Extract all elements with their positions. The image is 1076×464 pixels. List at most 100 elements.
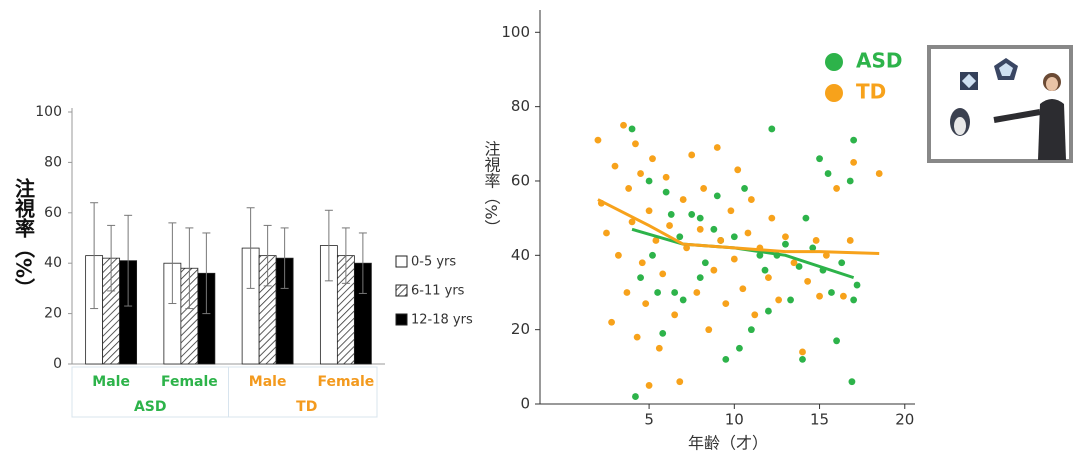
y-tick-label: 40: [511, 246, 530, 264]
point: [876, 170, 883, 177]
point: [854, 282, 861, 289]
legend-swatch: [396, 314, 407, 325]
point: [710, 226, 717, 233]
y-tick-label: 100: [35, 104, 62, 120]
point: [624, 289, 631, 296]
group-label: ASD: [134, 399, 167, 415]
point: [649, 252, 656, 259]
legend-label: 0-5 yrs: [411, 255, 456, 270]
y-tick-label: 40: [44, 255, 62, 271]
point: [782, 233, 789, 240]
point: [668, 211, 675, 218]
point: [850, 297, 857, 304]
legend-label: 6-11 yrs: [411, 284, 465, 299]
y-tick-label: 20: [44, 306, 62, 322]
point: [799, 349, 806, 356]
point: [847, 237, 854, 244]
point: [741, 185, 748, 192]
point: [847, 178, 854, 185]
point: [654, 289, 661, 296]
point: [722, 300, 729, 307]
y-tick-label: 0: [53, 356, 62, 372]
point: [840, 293, 847, 300]
point: [680, 196, 687, 203]
point: [849, 378, 856, 385]
point: [804, 278, 811, 285]
scatter-y-label: 注視率（%）: [482, 140, 501, 235]
point: [697, 215, 704, 222]
point: [803, 215, 810, 222]
point: [688, 211, 695, 218]
point: [714, 192, 721, 199]
point: [656, 345, 663, 352]
point: [765, 308, 772, 315]
legend-label: 12-18 yrs: [411, 313, 473, 328]
point: [816, 155, 823, 162]
legend-marker: [825, 53, 843, 71]
point: [850, 137, 857, 144]
y-tick-label: 100: [501, 23, 530, 41]
point: [748, 326, 755, 333]
point: [765, 274, 772, 281]
point: [775, 297, 782, 304]
point: [646, 207, 653, 214]
legend-label: TD: [856, 80, 886, 104]
point: [639, 259, 646, 266]
point: [629, 126, 636, 133]
scatter-x-label: 年齢（才）: [688, 434, 768, 453]
point: [710, 267, 717, 274]
point: [615, 252, 622, 259]
point: [632, 140, 639, 147]
point: [693, 289, 700, 296]
point: [751, 311, 758, 318]
y-tick-label: 80: [44, 154, 62, 170]
y-tick-label: 20: [511, 320, 530, 338]
point: [714, 144, 721, 151]
point: [671, 311, 678, 318]
point: [782, 241, 789, 248]
point: [663, 174, 670, 181]
x-tick-label: 10: [725, 411, 744, 429]
point: [612, 163, 619, 170]
point: [676, 378, 683, 385]
point: [603, 230, 610, 237]
point: [717, 237, 724, 244]
y-tick-label: 60: [44, 205, 62, 221]
point: [649, 155, 656, 162]
y-tick-label: 60: [511, 171, 530, 189]
point: [828, 289, 835, 296]
video-inset: [929, 47, 1071, 161]
x-tick-label: Male: [92, 374, 130, 390]
point: [833, 185, 840, 192]
point: [642, 300, 649, 307]
figure: 注視率（%） 注視率（%） 年齢（才） 020406080100MaleFema…: [0, 0, 1076, 460]
point: [697, 274, 704, 281]
point: [608, 319, 615, 326]
point: [632, 393, 639, 400]
point: [625, 185, 632, 192]
point: [697, 226, 704, 233]
point: [637, 274, 644, 281]
point: [825, 170, 832, 177]
x-tick-label: 5: [644, 411, 654, 429]
point: [736, 345, 743, 352]
point: [671, 289, 678, 296]
point: [731, 233, 738, 240]
point: [748, 196, 755, 203]
point: [634, 334, 641, 341]
point: [768, 215, 775, 222]
trend-line: [598, 200, 879, 254]
x-tick-label: 15: [810, 411, 829, 429]
x-tick-label: Female: [161, 374, 218, 390]
point: [728, 207, 735, 214]
legend-marker: [825, 84, 843, 102]
point: [787, 297, 794, 304]
point: [799, 356, 806, 363]
point: [813, 237, 820, 244]
x-tick-label: Female: [317, 374, 374, 390]
point: [816, 293, 823, 300]
point: [833, 337, 840, 344]
point: [768, 126, 775, 133]
x-tick-label: Male: [249, 374, 287, 390]
point: [680, 297, 687, 304]
